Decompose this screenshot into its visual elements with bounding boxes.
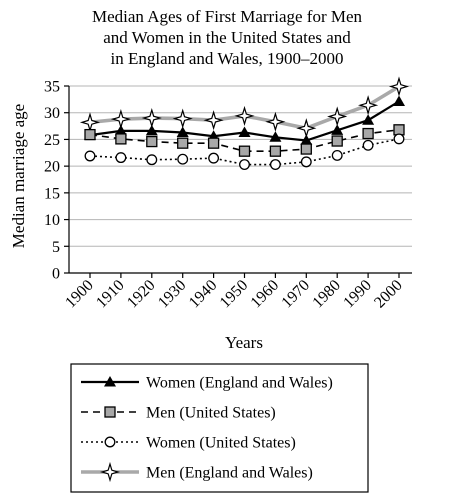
y-tick-label: 30 — [44, 105, 60, 122]
x-tick-label: 1950 — [217, 277, 252, 312]
triangle-marker — [114, 124, 127, 136]
triangle-marker — [362, 114, 375, 125]
circle-marker — [362, 139, 374, 151]
square-marker — [362, 127, 374, 140]
circle-marker — [146, 154, 158, 166]
circle-marker — [269, 159, 281, 170]
x-tick-label: 1940 — [186, 277, 221, 312]
triangle-marker — [331, 124, 344, 135]
legend-label: Men (United States) — [146, 405, 276, 422]
star-marker — [296, 118, 317, 139]
y-tick-label: 0 — [52, 266, 60, 283]
y-tick-label: 35 — [44, 79, 60, 96]
legend-item: Women (United States) — [81, 435, 296, 452]
legend-label: Women (United States) — [146, 435, 296, 452]
circle-marker — [115, 152, 127, 164]
star-marker — [99, 461, 121, 483]
star-marker — [265, 111, 286, 132]
triangle-marker — [300, 134, 313, 145]
square-marker — [115, 133, 127, 145]
x-axis-label: Years — [225, 333, 263, 352]
x-tick-label: 1900 — [62, 277, 97, 312]
chart-title: Median Ages of First Marriage for Men and… — [92, 7, 363, 68]
x-tick-label: 1990 — [340, 277, 375, 312]
square-marker — [238, 145, 251, 157]
star-marker — [357, 95, 379, 116]
star-marker — [327, 106, 348, 127]
circle-marker — [84, 150, 96, 162]
series-men-england-and-wales — [79, 76, 410, 139]
legend-item: Men (England and Wales) — [81, 461, 313, 483]
x-tick-label: 1960 — [248, 277, 283, 312]
square-marker — [207, 137, 220, 149]
square-marker — [146, 135, 158, 148]
square-marker — [177, 137, 189, 149]
triangle-marker — [145, 124, 158, 136]
star-marker — [79, 112, 101, 133]
circle-marker — [393, 133, 405, 145]
triangle-marker — [269, 131, 282, 142]
square-marker — [300, 143, 312, 155]
legend-label: Women (England and Wales) — [146, 375, 333, 392]
legend-item: Men (United States) — [81, 405, 276, 422]
y-axis-label: Median marriage age — [9, 104, 28, 248]
star-marker — [388, 76, 410, 97]
circle-marker — [331, 150, 343, 161]
y-tick-label: 10 — [44, 212, 60, 229]
square-marker — [393, 124, 405, 136]
star-marker — [203, 110, 224, 131]
title-line: Median Ages of First Marriage for Men — [92, 7, 363, 26]
y-tick-label: 15 — [44, 185, 60, 202]
series-men-united-states — [84, 124, 405, 157]
y-tick-label: 25 — [44, 132, 60, 149]
square-marker — [331, 135, 343, 147]
y-tick-label: 5 — [52, 239, 60, 256]
legend-label: Men (England and Wales) — [146, 465, 313, 482]
x-tick-label: 1970 — [278, 277, 313, 312]
circle-marker — [104, 436, 116, 448]
triangle-marker — [393, 95, 405, 106]
legend: Women (England and Wales) Men (United Sta… — [70, 363, 369, 493]
triangle-marker — [176, 126, 189, 137]
circle-marker — [239, 159, 250, 170]
star-marker — [110, 109, 132, 130]
square-marker — [269, 145, 282, 157]
legend-item: Women (England and Wales) — [81, 375, 333, 392]
x-tick-label: 1920 — [124, 277, 159, 312]
x-tick-label: 2000 — [371, 277, 406, 312]
series-line — [89, 129, 400, 152]
circle-marker — [300, 156, 312, 168]
axes: 0510152025303519001910192019301940195019… — [44, 79, 412, 312]
square-marker — [104, 406, 116, 418]
circle-marker — [177, 153, 189, 165]
y-tick-label: 20 — [44, 159, 60, 176]
x-tick-label: 1980 — [309, 277, 344, 312]
x-tick-label: 1930 — [155, 277, 190, 312]
series — [79, 76, 410, 170]
circle-marker — [208, 152, 220, 164]
star-marker — [234, 105, 255, 127]
square-marker — [84, 128, 96, 141]
title-line: and Women in the United States and — [103, 28, 351, 47]
x-tick-label: 1910 — [93, 277, 128, 312]
triangle-marker — [238, 126, 251, 137]
title-line: in England and Wales, 1900–2000 — [111, 49, 344, 68]
series-women-united-states — [84, 133, 405, 170]
triangle-marker — [104, 376, 116, 387]
